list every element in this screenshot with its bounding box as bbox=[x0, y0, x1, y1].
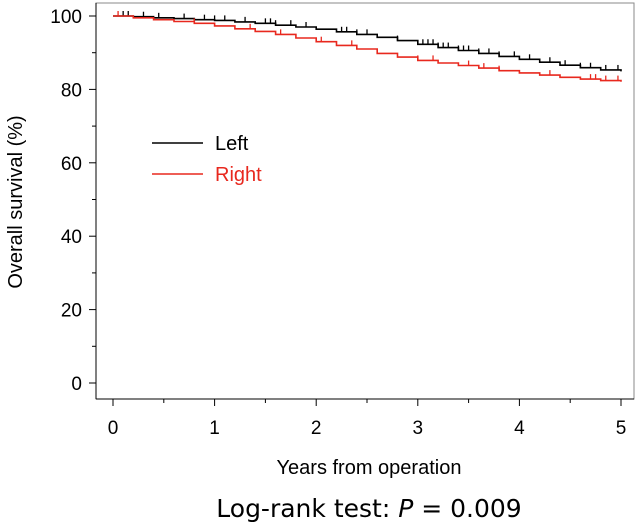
legend-label-left: Left bbox=[215, 133, 249, 155]
x-tick-label: 2 bbox=[311, 418, 322, 439]
y-tick-label: 0 bbox=[71, 374, 82, 395]
x-axis-ticks: 0 1 2 3 4 5 bbox=[108, 399, 627, 439]
y-tick-label: 80 bbox=[61, 80, 82, 101]
x-tick-label: 3 bbox=[413, 418, 424, 439]
y-tick-label: 60 bbox=[61, 154, 82, 175]
y-tick-label: 40 bbox=[61, 227, 82, 248]
footnote-value: = 0.009 bbox=[413, 494, 521, 523]
y-axis-ticks: 0 20 40 60 80 100 bbox=[50, 7, 96, 395]
y-tick-label: 20 bbox=[61, 301, 82, 322]
series-layer bbox=[113, 11, 622, 82]
legend: Left Right bbox=[152, 133, 262, 186]
legend-label-right: Right bbox=[215, 164, 262, 186]
x-tick-label: 1 bbox=[209, 418, 220, 439]
x-tick-label: 4 bbox=[514, 418, 525, 439]
log-rank-footnote: Log-rank test: P = 0.009 bbox=[216, 494, 521, 523]
y-tick-label: 100 bbox=[50, 7, 82, 28]
series-line-left bbox=[113, 15, 622, 72]
x-tick-label: 5 bbox=[616, 418, 627, 439]
x-tick-label: 0 bbox=[108, 418, 119, 439]
y-axis-title: Overall survival (%) bbox=[5, 115, 27, 288]
x-axis-title: Years from operation bbox=[277, 457, 462, 479]
footnote-p-symbol: P bbox=[398, 494, 414, 523]
series-line-right bbox=[113, 15, 622, 82]
footnote-prefix: Log-rank test: bbox=[216, 494, 398, 523]
